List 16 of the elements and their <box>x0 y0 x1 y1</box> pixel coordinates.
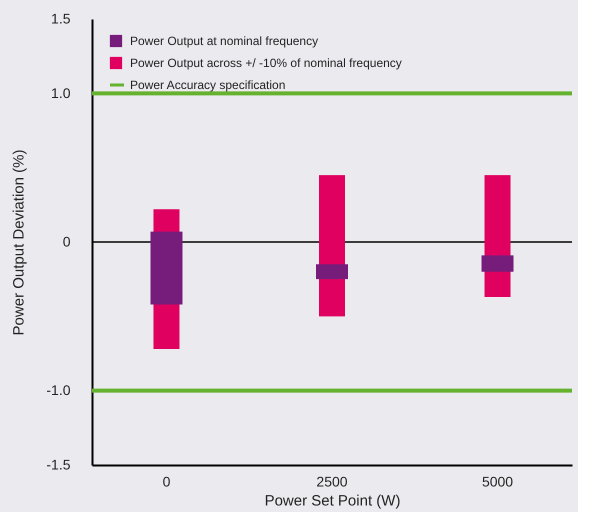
ref-line-label: Power Accuracy specification <box>130 78 286 92</box>
x-axis-title: Power Set Point (W) <box>264 492 400 510</box>
y-tick-label: 1.0 <box>51 84 71 101</box>
legend-label: Power Output across +/ -10% of nominal frequency <box>130 56 402 70</box>
y-tick-label: 1.5 <box>51 10 71 26</box>
x-tick-label: 2500 <box>316 474 348 490</box>
legend-label: Power Output at nominal frequency <box>130 34 318 48</box>
x-tick-label: 0 <box>162 474 171 490</box>
y-tick-label: 0 <box>62 234 71 250</box>
y-tick-label: -1.5 <box>46 456 71 472</box>
bar <box>150 232 182 304</box>
x-tick-label: 5000 <box>482 474 514 490</box>
bar <box>316 264 348 280</box>
bar <box>482 255 514 272</box>
y-axis-title: Power Output Deviation (%) <box>10 150 28 336</box>
y-tick-label: -1.0 <box>46 382 71 398</box>
